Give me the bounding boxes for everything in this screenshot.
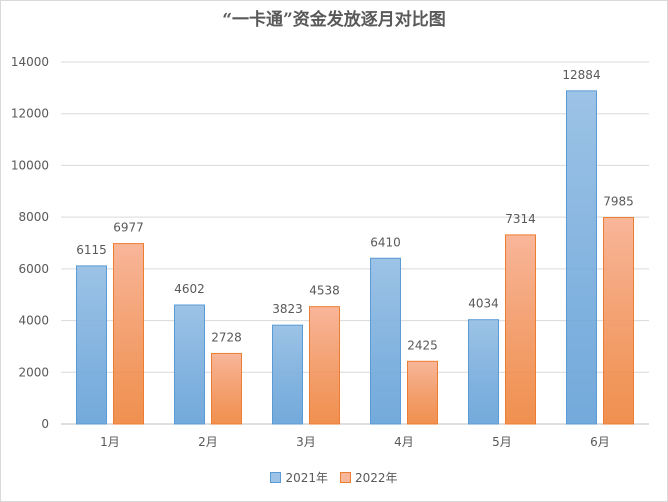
bar-2021年-3月 <box>272 324 303 425</box>
legend-item-2022: 2022年 <box>340 469 398 486</box>
data-label: 7314 <box>505 212 536 226</box>
bar-2022年-3月 <box>309 306 340 425</box>
data-label: 12884 <box>562 68 600 82</box>
y-tick-label: 0 <box>41 417 49 431</box>
bar-2022年-5月 <box>505 234 536 425</box>
data-label: 7985 <box>603 195 634 209</box>
bar-2021年-6月 <box>566 90 597 425</box>
legend-label-2021: 2021年 <box>285 471 328 485</box>
data-label: 4538 <box>309 284 340 298</box>
data-label: 6410 <box>370 235 401 249</box>
x-tick-label: 2月 <box>198 435 218 449</box>
y-tick-label: 2000 <box>18 365 49 379</box>
data-label: 4602 <box>174 282 205 296</box>
bar-2021年-2月 <box>174 304 205 425</box>
y-tick-label: 8000 <box>18 210 49 224</box>
bar-2022年-2月 <box>211 352 242 425</box>
y-tick-label: 14000 <box>11 55 49 69</box>
data-label: 2728 <box>211 330 242 344</box>
data-label: 2425 <box>407 338 438 352</box>
x-tick-label: 4月 <box>394 435 414 449</box>
y-tick-label: 12000 <box>11 107 49 121</box>
data-label: 6977 <box>113 221 144 235</box>
legend-swatch-2022 <box>340 472 351 483</box>
bar-2021年-4月 <box>370 257 401 425</box>
bar-2022年-1月 <box>113 243 144 425</box>
y-tick-label: 10000 <box>11 158 49 172</box>
bar-2021年-5月 <box>468 319 499 425</box>
legend: 2021年 2022年 <box>1 469 667 486</box>
chart-title: “一卡通”资金发放逐月对比图 <box>222 10 446 30</box>
legend-item-2021: 2021年 <box>270 469 328 486</box>
data-label: 3823 <box>272 302 303 316</box>
legend-label-2022: 2022年 <box>355 471 398 485</box>
x-tick-label: 6月 <box>590 435 610 449</box>
legend-swatch-2021 <box>270 472 282 483</box>
x-tick-label: 5月 <box>492 435 512 449</box>
x-tick-label: 1月 <box>100 435 120 449</box>
data-label: 4034 <box>468 297 499 311</box>
bar-2022年-6月 <box>603 217 634 425</box>
y-tick-label: 4000 <box>18 314 49 328</box>
x-tick-label: 3月 <box>296 435 316 449</box>
bar-2022年-4月 <box>407 360 438 425</box>
bar-2021年-1月 <box>76 265 107 425</box>
data-label: 6115 <box>76 243 107 257</box>
y-tick-label: 6000 <box>18 262 49 276</box>
